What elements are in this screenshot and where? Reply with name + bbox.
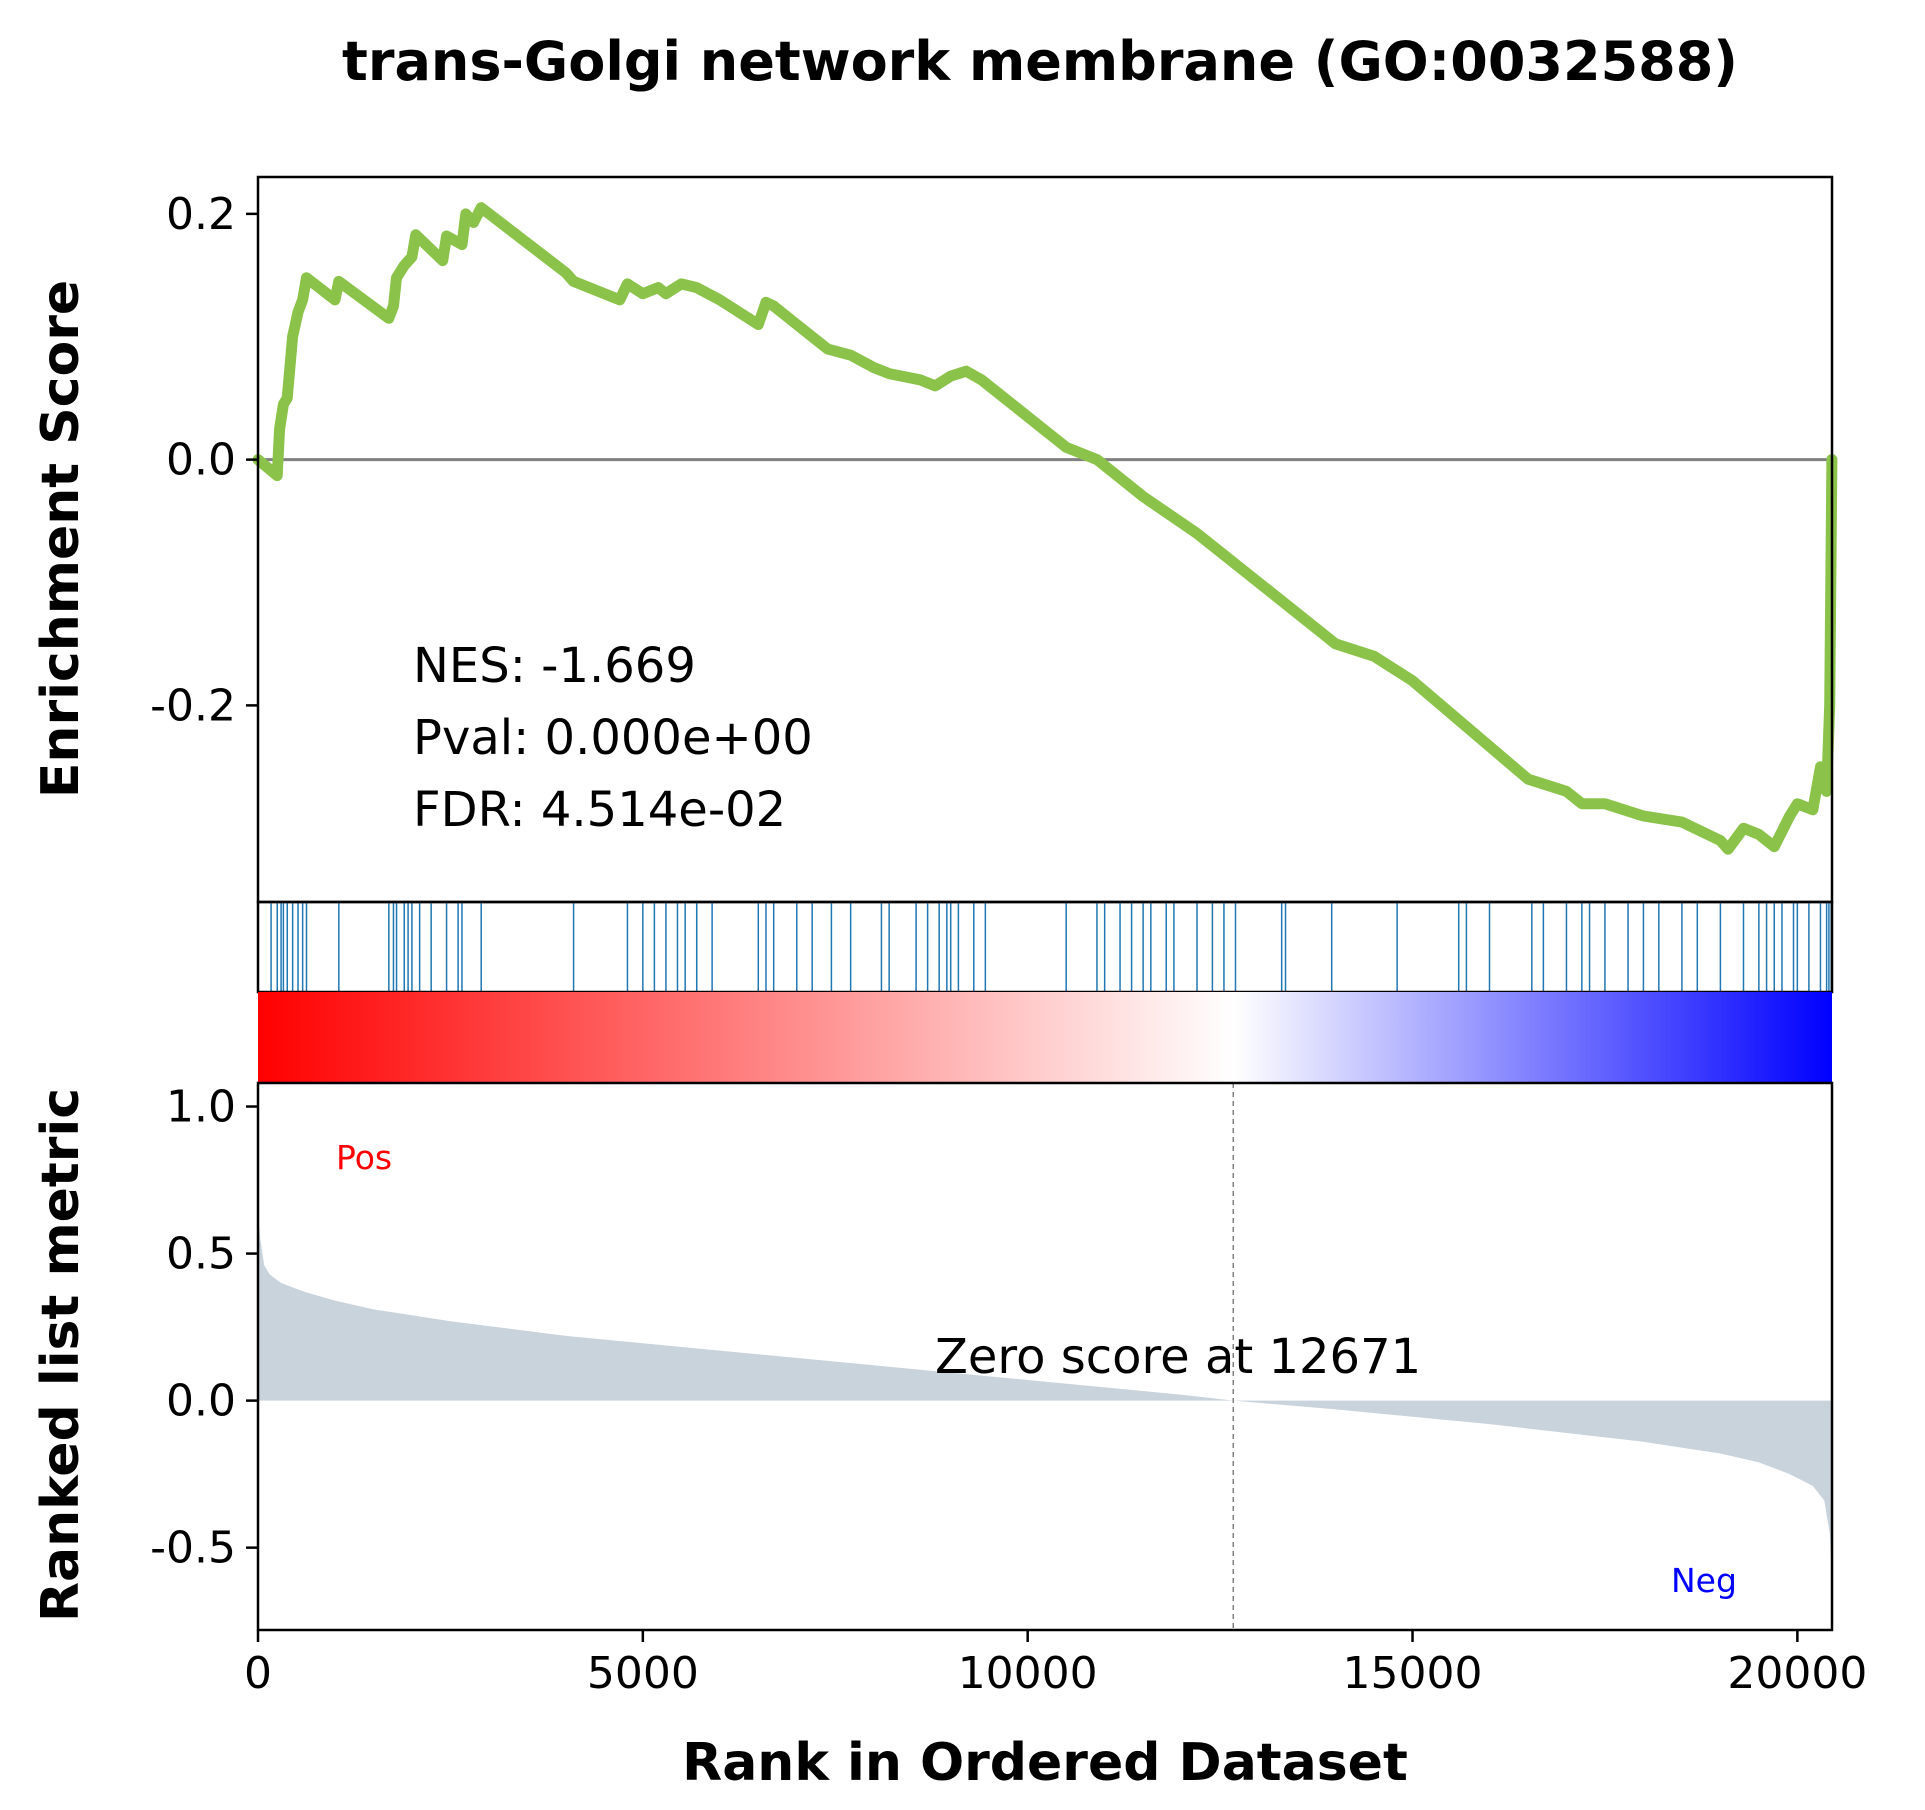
es-curve [252,202,1838,855]
x-ticks: 0 5000 10000 15000 20000 [244,1630,1867,1699]
zero-score-label: Zero score at 12671 [935,1329,1421,1385]
metric-y-axis-label: Ranked list metric [31,1088,91,1622]
x-tick-label: 15000 [1343,1648,1483,1699]
x-tick-label: 0 [244,1648,272,1699]
rank-color-gradient-bar [258,992,1832,1083]
ranked-metric-area [258,1209,1832,1578]
pos-label: Pos [336,1138,392,1177]
chart-title: trans-Golgi network membrane (GO:0032588… [342,30,1738,93]
es-panel: 0.20.0-0.2 Enrichment Score NES: -1.669 … [31,175,1838,904]
neg-label: Neg [1671,1561,1737,1600]
x-tick-label: 10000 [958,1648,1098,1699]
metric-y-ticks: 1.0 0.5 0.0 -0.5 [150,1082,258,1574]
x-tick-label: 20000 [1727,1648,1867,1699]
hits-panel-frame [256,900,1834,994]
fdr-stat: FDR: 4.514e-02 [413,782,786,838]
pval-stat: Pval: 0.000e+00 [413,710,813,766]
hits-panel [256,900,1834,994]
metric-y-tick-label: 0.5 [166,1229,236,1280]
metric-y-tick-label: 0.0 [166,1376,236,1427]
es-y-tick-label: -0.2 [150,680,236,731]
x-tick-label: 5000 [587,1648,699,1699]
metric-y-tick-label: -0.5 [150,1523,236,1574]
es-y-ticks: 0.2 0.0 -0.2 [150,189,258,731]
x-axis-label: Rank in Ordered Dataset [682,1733,1408,1793]
metric-y-tick-label: 1.0 [166,1082,236,1133]
es-y-tick-label: 0.2 [166,189,236,240]
metric-panel-frame [256,1081,1834,1632]
nes-stat: NES: -1.669 [413,638,696,694]
gene-hit-lines [270,902,1832,992]
es-y-axis-label: Enrichment Score [31,280,91,798]
metric-panel: Zero score at 12671 Pos Neg 1.0 0.5 0.0 -0.… [31,1082,1867,1793]
es-y-tick-label: 0.0 [166,435,236,486]
